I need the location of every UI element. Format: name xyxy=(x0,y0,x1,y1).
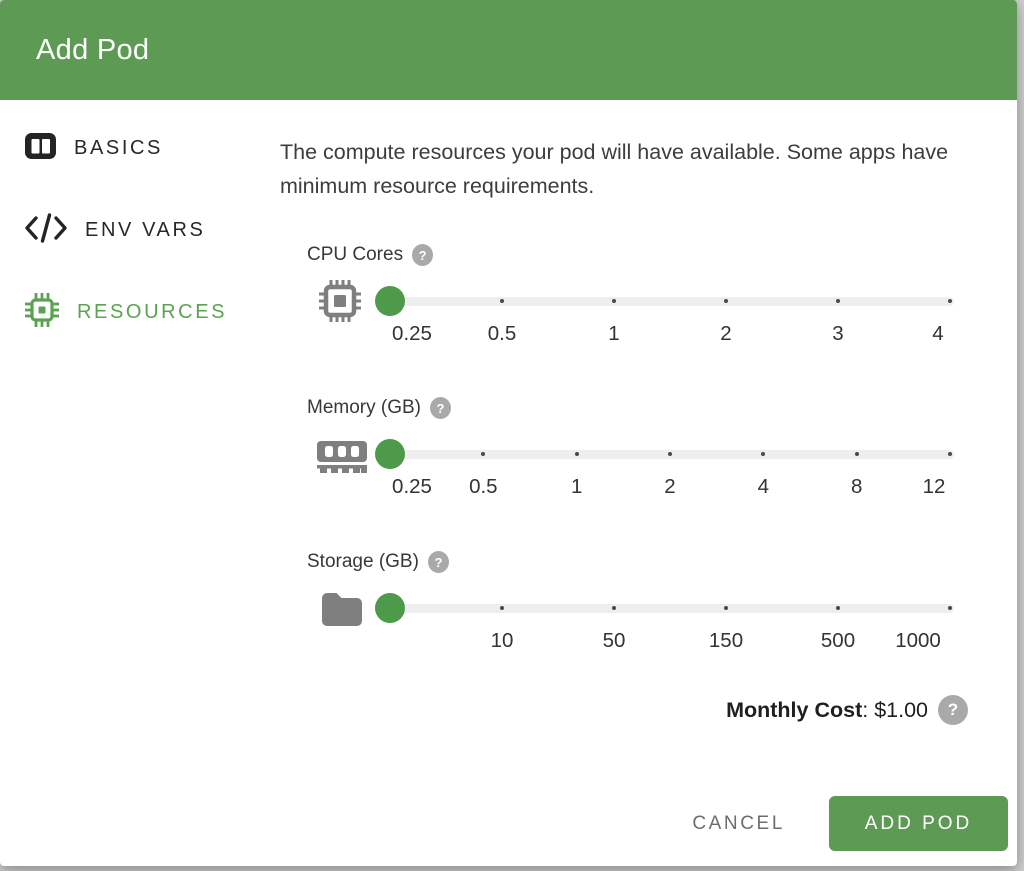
cancel-button[interactable]: CANCEL xyxy=(670,797,807,851)
slider-mark-label: 500 xyxy=(820,629,856,652)
slider-tick xyxy=(948,299,952,303)
slider-tick xyxy=(836,299,840,303)
sidebar-item-label: ENV VARS xyxy=(85,218,206,241)
slider-tick xyxy=(500,606,504,610)
slider-mark-label: 2 xyxy=(664,475,676,498)
slider-tick xyxy=(500,299,504,303)
columns-icon xyxy=(24,130,57,167)
slider-tick xyxy=(948,606,952,610)
sidebar-item-env-vars[interactable]: ENV VARS xyxy=(24,211,206,250)
storage-slider[interactable]: 10 50 150 500 1000 xyxy=(375,593,954,652)
monthly-cost-label: Monthly Cost xyxy=(726,697,863,722)
sidebar-item-label: BASICS xyxy=(74,136,163,159)
ram-icon xyxy=(316,435,368,478)
slider-mark-label: 1 xyxy=(608,322,620,345)
chip-icon xyxy=(24,292,60,333)
sidebar-item-label: RESOURCES xyxy=(77,300,228,323)
slider-mark-label: 3 xyxy=(832,322,844,345)
slider-mark-label: 0.25 xyxy=(392,475,432,498)
cpu-cores-help-icon[interactable]: ? xyxy=(412,244,434,266)
slider-mark-label: 0.5 xyxy=(487,322,517,345)
cpu-cores-group: CPU Cores ? 0.25 0. xyxy=(0,242,1017,392)
slider-tick xyxy=(836,606,840,610)
memory-group: Memory (GB) ? xyxy=(0,395,1017,545)
monthly-cost-help-icon[interactable]: ? xyxy=(938,695,968,725)
slider-mark-label: 150 xyxy=(708,629,744,652)
sidebar-item-resources[interactable]: RESOURCES xyxy=(24,292,228,329)
cpu-icon xyxy=(316,277,364,330)
slider-mark-label: 10 xyxy=(490,629,514,652)
memory-slider-thumb[interactable] xyxy=(375,439,405,469)
monthly-cost-value: $1.00 xyxy=(874,697,928,722)
slider-tick xyxy=(854,452,859,456)
slider-track[interactable] xyxy=(376,296,954,306)
slider-tick xyxy=(948,452,952,456)
dialog-header: Add Pod xyxy=(0,0,1017,100)
slider-mark-label: 0.25 xyxy=(392,322,432,345)
cpu-cores-label: CPU Cores xyxy=(307,244,404,265)
slider-mark-label: 1000 xyxy=(895,629,941,652)
slider-mark-label: 4 xyxy=(932,322,944,345)
slider-mark-label: 1 xyxy=(570,475,583,498)
storage-help-icon[interactable]: ? xyxy=(427,551,449,573)
slider-tick xyxy=(612,299,616,303)
slider-mark-label: 0.5 xyxy=(469,475,498,498)
sidebar-item-basics[interactable]: BASICS xyxy=(24,131,163,165)
storage-slider-thumb[interactable] xyxy=(375,593,405,623)
add-pod-button[interactable]: ADD POD xyxy=(829,796,1008,851)
slider-mark-label: 2 xyxy=(720,322,732,345)
storage-label: Storage (GB) xyxy=(307,551,419,572)
memory-label: Memory (GB) xyxy=(307,397,421,418)
folder-icon xyxy=(320,589,364,632)
slider-mark-label: 50 xyxy=(602,629,626,652)
dialog-title: Add Pod xyxy=(36,33,150,66)
slider-tick xyxy=(724,606,728,610)
cpu-cores-slider-thumb[interactable] xyxy=(375,286,405,316)
cpu-cores-slider[interactable]: 0.25 0.5 1 2 3 4 xyxy=(375,286,954,345)
slider-tick xyxy=(761,452,766,456)
slider-mark-label: 4 xyxy=(757,475,770,498)
slider-mark-label: 8 xyxy=(850,475,863,498)
slider-tick xyxy=(724,299,728,303)
resources-description: The compute resources your pod will have… xyxy=(280,140,949,198)
monthly-cost-row: Monthly Cost: $1.00 ? xyxy=(726,694,968,726)
code-icon xyxy=(24,211,68,250)
memory-slider[interactable]: 0.25 0.5 1 2 4 8 12 xyxy=(375,439,954,498)
slider-tick xyxy=(612,606,616,610)
slider-tick xyxy=(481,452,486,456)
slider-tick xyxy=(574,452,579,456)
monthly-cost-text: Monthly Cost: $1.00 xyxy=(726,698,928,723)
memory-help-icon[interactable]: ? xyxy=(430,397,451,419)
monthly-cost-separator: : xyxy=(862,697,875,722)
slider-track[interactable] xyxy=(376,449,954,459)
slider-tick xyxy=(668,452,672,456)
slider-mark-label: 12 xyxy=(922,475,946,498)
slider-track[interactable] xyxy=(376,603,954,613)
storage-group: Storage (GB) ? 10 50 150 500 1000 xyxy=(0,549,1017,699)
dialog-footer: CANCEL ADD POD xyxy=(670,796,1008,851)
